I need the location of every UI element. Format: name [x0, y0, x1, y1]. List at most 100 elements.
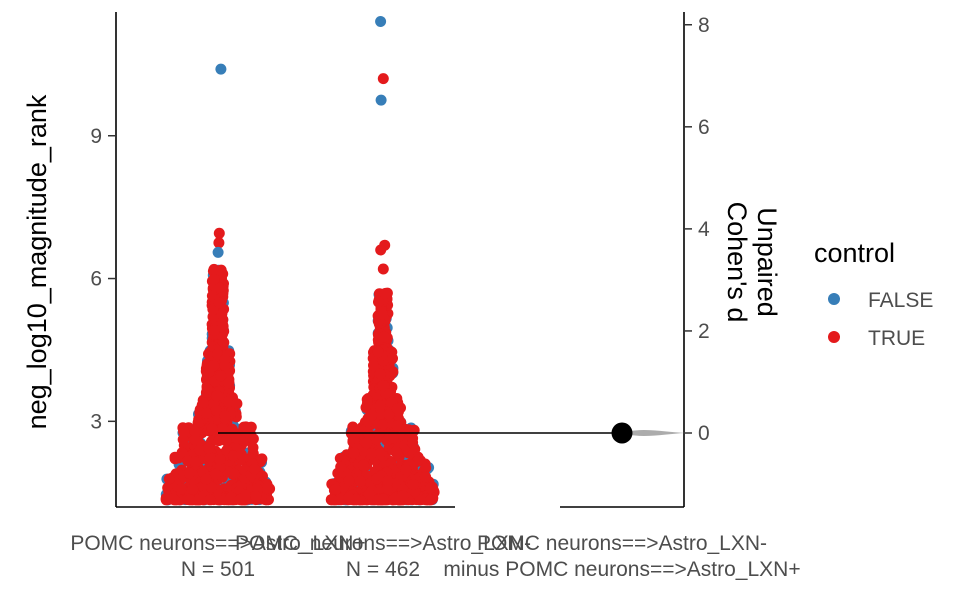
right-y-tick-label: 6: [698, 116, 710, 139]
group1-point-true: [184, 494, 196, 506]
group2-point-true: [343, 492, 355, 504]
swarm-layer: [160, 16, 440, 506]
group2-point-true: [391, 403, 403, 415]
group1-point-true: [194, 444, 206, 456]
group1-point-true: [200, 473, 212, 485]
outlier-point: [377, 263, 389, 275]
outlier-point: [212, 246, 224, 258]
group1-point-true: [223, 396, 234, 408]
group2-point-true: [374, 408, 386, 420]
group2-point-true: [365, 448, 377, 460]
group2-point-true: [357, 459, 369, 471]
group2-point-true: [373, 296, 384, 308]
group1-point-true: [192, 417, 204, 429]
group1-point-true: [178, 426, 190, 438]
group1-point-true: [231, 432, 243, 444]
group1-point-true: [204, 452, 216, 463]
group2-point-true: [383, 409, 395, 420]
group2-point-true: [407, 432, 419, 444]
group2-point-true: [390, 446, 402, 458]
group1-point-true: [175, 483, 187, 495]
group2-point-true: [374, 448, 386, 460]
group1-point-true: [206, 423, 218, 435]
group1-point-true: [261, 482, 272, 494]
group1-point-true: [240, 489, 252, 501]
group1-point-true: [219, 354, 231, 366]
group1-point-true: [210, 404, 222, 416]
legend-label-true: TRUE: [868, 327, 925, 350]
right-y-tick-label: 0: [698, 422, 710, 445]
outlier-point: [213, 237, 225, 249]
group1-point-true: [210, 468, 221, 480]
group2-point-true: [366, 409, 378, 421]
group1-point-true: [249, 463, 260, 475]
group2-point-true: [407, 479, 419, 490]
group1-point-true: [177, 434, 189, 445]
group2-point-true: [374, 400, 386, 412]
group1-point-true: [204, 494, 216, 506]
group1-point-true: [215, 370, 227, 382]
group2-point-true: [391, 420, 403, 432]
group1-point-true: [163, 473, 175, 485]
group2-point-true: [378, 331, 390, 343]
group2-point-true: [354, 475, 366, 487]
group2-point-true: [343, 475, 355, 486]
group-label-1-line1: POMC neurons==>Astro_LXN+: [70, 532, 365, 555]
group1-point-true: [211, 390, 223, 402]
group2-point-true: [348, 447, 360, 459]
group1-point-true: [183, 467, 195, 479]
left-y-tick-label: 9: [90, 125, 102, 148]
outlier-point: [377, 73, 389, 85]
group2-point-true: [400, 464, 412, 475]
right-y-tick-label: 2: [698, 320, 710, 343]
group1-point-true: [250, 490, 262, 502]
outlier-point: [213, 227, 225, 239]
legend-label-false: FALSE: [868, 289, 933, 312]
group1-point-true: [203, 442, 215, 454]
group2-point-true: [335, 461, 347, 473]
effect-size-layer: [218, 422, 686, 444]
group-label-1-line2: N = 501: [181, 558, 255, 581]
group2-point-true: [377, 380, 389, 392]
effect-size-point: [611, 422, 633, 444]
group1-point-true: [220, 435, 232, 447]
group1-point-true: [189, 426, 201, 438]
right-y-axis-title-line1: Unpaired: [752, 207, 782, 317]
legend: control FALSE TRUE: [814, 238, 933, 350]
group2-point-true: [420, 462, 432, 474]
group2-point-true: [363, 488, 375, 500]
outlier-point: [215, 63, 227, 75]
outlier-point: [375, 94, 387, 106]
group2-point-true: [377, 493, 389, 505]
group2-point-true: [387, 352, 398, 364]
group2-point-true: [397, 490, 409, 502]
group2-point-true: [377, 419, 389, 431]
group2-point-true: [374, 368, 386, 380]
group1-point-true: [247, 433, 259, 445]
group1-point-true: [201, 383, 213, 395]
group1-point-true: [240, 421, 252, 433]
group1-point-true: [200, 407, 212, 419]
left-y-tick-label: 6: [90, 268, 102, 291]
group-label-2-line2: N = 462: [346, 558, 420, 581]
group1-point-true: [216, 422, 228, 434]
group1-point-true: [231, 398, 243, 410]
group1-point-true: [209, 325, 220, 336]
group2-point-true: [420, 471, 432, 483]
right-y-tick-label: 4: [698, 218, 710, 241]
group1-point-true: [217, 321, 229, 333]
axes-layer: 3 6 9 0 2 4 6 8: [90, 12, 710, 508]
effect-size-distribution: [622, 430, 686, 436]
group1-point-true: [219, 410, 231, 422]
group2-point-true: [325, 494, 337, 506]
group2-point-true: [425, 482, 437, 494]
group1-point-true: [214, 453, 226, 465]
group2-point-true: [376, 308, 388, 320]
group2-point-true: [361, 394, 373, 405]
group2-point-true: [330, 484, 342, 495]
group1-point-true: [226, 423, 238, 435]
outlier-point: [375, 244, 387, 256]
group1-point-true: [208, 360, 219, 372]
group1-point-true: [208, 273, 220, 285]
group1-point-true: [189, 456, 201, 468]
